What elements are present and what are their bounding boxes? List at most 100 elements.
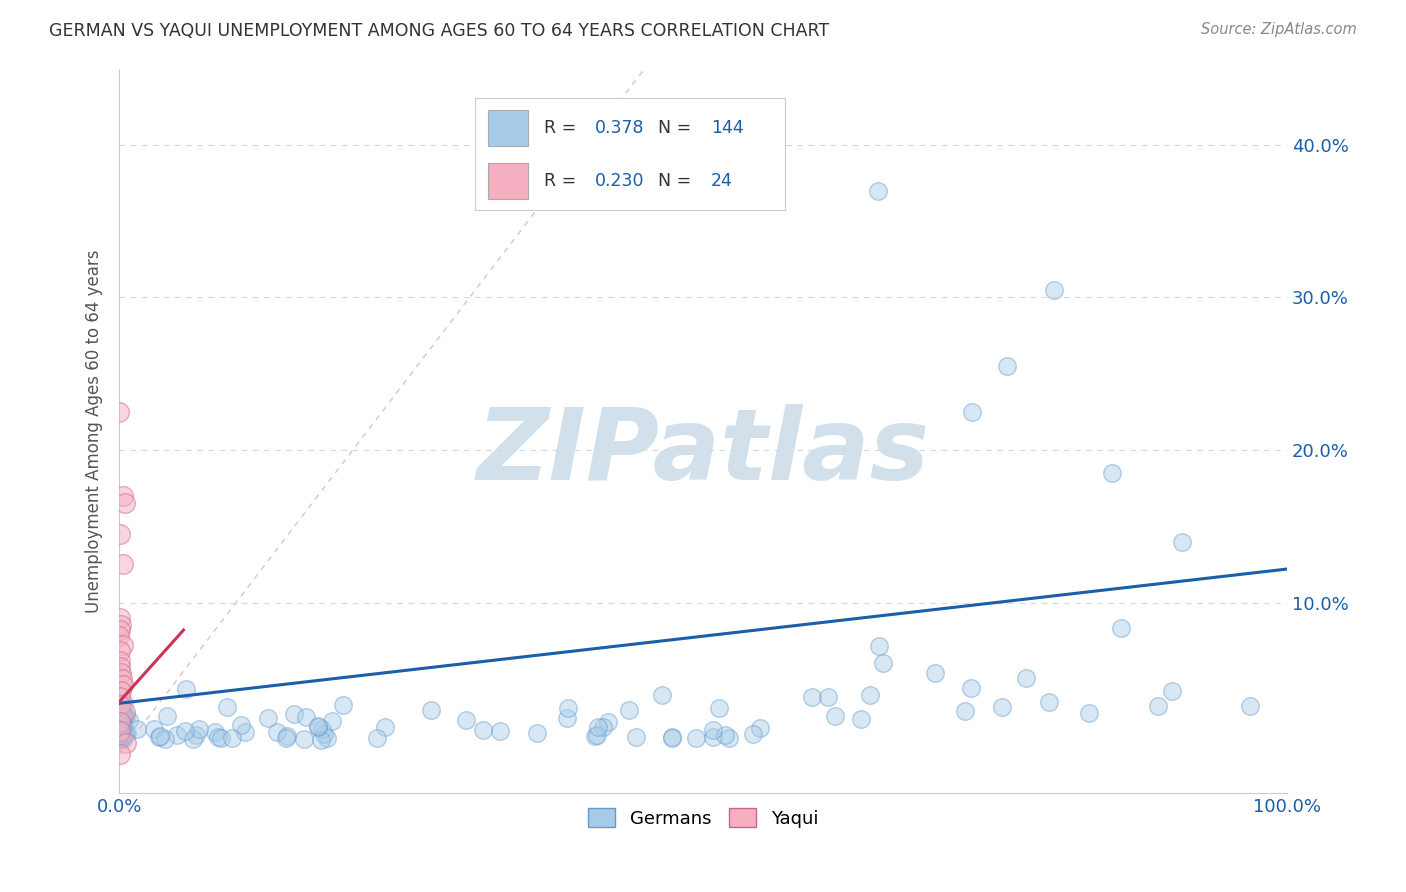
Point [108,718,131,732]
Point [215,700,238,714]
Point [960,405,983,419]
Point [472,723,495,737]
Point [108,629,131,643]
Point [184,728,207,742]
Point [112,725,135,739]
Point [108,611,131,625]
Point [555,711,578,725]
Point [872,656,894,670]
Point [276,729,298,743]
Point [314,727,336,741]
Point [108,729,131,743]
Point [454,713,477,727]
Point [181,731,204,746]
Point [108,623,131,637]
Point [108,723,131,737]
Point [221,731,243,745]
Point [266,724,288,739]
Point [661,731,683,745]
Point [108,727,131,741]
Point [990,700,1012,714]
Point [110,725,132,739]
Point [108,726,131,740]
Point [115,709,138,723]
Text: ZIPatlas: ZIPatlas [477,404,929,501]
Point [112,696,135,710]
Point [307,720,329,734]
Point [111,729,134,743]
Point [117,726,139,740]
Point [149,730,172,744]
Point [1146,699,1168,714]
Point [108,729,131,743]
Point [114,496,136,510]
Point [156,708,179,723]
Point [1101,466,1123,480]
Point [111,558,134,572]
Point [824,709,846,723]
Point [311,722,333,736]
Point [108,690,131,705]
Point [112,710,135,724]
Point [110,704,132,718]
Point [1015,672,1038,686]
Point [108,726,131,740]
Point [176,682,198,697]
Point [110,728,132,742]
Point [108,721,131,735]
Point [702,730,724,744]
Point [1239,699,1261,714]
Point [108,723,131,738]
Point [321,714,343,729]
Text: GERMAN VS YAQUI UNEMPLOYMENT AMONG AGES 60 TO 64 YEARS CORRELATION CHART: GERMAN VS YAQUI UNEMPLOYMENT AMONG AGES … [49,22,830,40]
Point [114,736,136,750]
Y-axis label: Unemployment Among Ages 60 to 64 years: Unemployment Among Ages 60 to 64 years [86,249,103,613]
Point [233,725,256,739]
Point [108,732,131,747]
Point [110,717,132,731]
Point [209,731,232,745]
Point [108,725,131,739]
Point [108,731,131,745]
Point [868,184,890,198]
Point [207,730,229,744]
Point [718,731,741,746]
Point [110,719,132,733]
Point [110,726,132,740]
Point [148,730,170,744]
Point [817,690,839,704]
Point [295,710,318,724]
Point [111,638,134,652]
Point [257,711,280,725]
Point [849,712,872,726]
Point [110,713,132,727]
Point [586,728,609,742]
Point [651,688,673,702]
Point [114,726,136,740]
Point [187,722,209,736]
Point [283,707,305,722]
Point [617,703,640,717]
Point [110,714,132,729]
Point [366,731,388,746]
Point [419,703,441,717]
Point [108,723,131,737]
Point [108,729,131,743]
Point [108,724,131,739]
Point [174,723,197,738]
Point [307,719,329,733]
Point [801,690,824,704]
Point [108,731,131,746]
Point [110,731,132,745]
Point [274,731,297,745]
Point [583,729,606,743]
Point [374,720,396,734]
Point [332,698,354,713]
Point [557,701,579,715]
Point [112,732,135,747]
Point [110,731,132,745]
Point [110,719,132,733]
Point [110,665,132,680]
Point [108,726,131,740]
Point [111,706,134,721]
